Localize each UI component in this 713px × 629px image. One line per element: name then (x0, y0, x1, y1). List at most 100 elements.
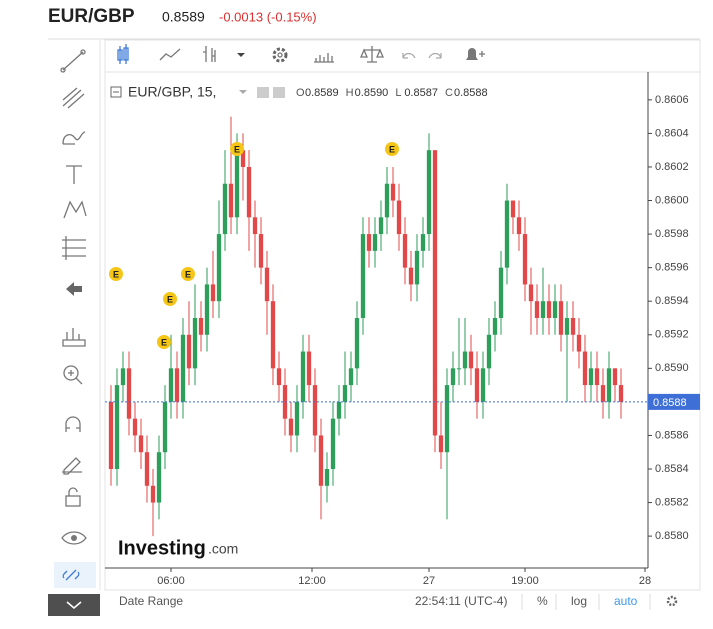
event-marker[interactable] (109, 267, 123, 281)
ohlc-value: 0.8587 (404, 87, 438, 99)
date-range[interactable]: Date Range (119, 594, 183, 608)
measure-tool[interactable] (62, 328, 86, 347)
arrow[interactable] (66, 282, 82, 296)
collapse-legend[interactable] (110, 86, 122, 98)
arrow-tool[interactable] (66, 282, 82, 296)
event-marker[interactable] (163, 292, 177, 306)
lock-tool[interactable] (65, 487, 81, 507)
zoom-tool[interactable] (63, 365, 83, 385)
candle-body (492, 317, 498, 335)
symbol: EUR/GBP (48, 6, 135, 27)
text-tool[interactable] (66, 165, 82, 184)
candle-body (300, 351, 306, 402)
candle-body (162, 401, 168, 453)
dropdown[interactable] (237, 53, 245, 57)
link-tool[interactable] (54, 562, 96, 588)
brush-tool[interactable] (62, 131, 86, 145)
bars-button[interactable] (203, 46, 245, 62)
x-tick-label: 27 (423, 575, 435, 587)
event-label: E (161, 337, 167, 347)
ohlc-label: O (296, 87, 305, 99)
x-tick-label: 28 (639, 575, 651, 587)
trend-line-tool[interactable] (60, 49, 86, 73)
settings-icon[interactable] (273, 87, 285, 98)
pattern-tool[interactable] (63, 200, 87, 219)
event-marker[interactable] (385, 142, 399, 156)
candle-body (414, 250, 420, 285)
y-tick-label: 0.8582 (655, 496, 689, 508)
candle-body (540, 301, 546, 318)
candle-body (222, 183, 228, 235)
x-tick-label: 06:00 (157, 575, 185, 587)
candle-body (606, 368, 612, 402)
log-toggle[interactable]: log (571, 594, 587, 608)
link-bg[interactable] (54, 562, 96, 588)
candle-body (528, 284, 534, 302)
fib-tool[interactable] (62, 236, 86, 260)
x-tick-label: 19:00 (511, 575, 539, 587)
last-price-box (648, 393, 700, 410)
candle-body (306, 351, 312, 386)
chevron[interactable] (66, 601, 82, 610)
settings-button[interactable] (272, 47, 288, 63)
candle-body (546, 301, 552, 318)
event-label: E (185, 269, 191, 279)
price: 0.8589 (162, 9, 205, 25)
ohlc-label: L (395, 87, 401, 99)
candle-body (558, 301, 564, 335)
ohlc-label: C (445, 87, 453, 99)
percent-toggle[interactable]: % (537, 594, 548, 608)
redo-button[interactable] (428, 52, 442, 59)
candle-body (114, 385, 120, 469)
candle-body (468, 351, 474, 369)
candle-body (204, 284, 210, 335)
magnet-tool[interactable] (65, 416, 81, 432)
auto-toggle[interactable]: auto (614, 594, 638, 608)
y-tick-label: 0.8594 (655, 295, 689, 307)
candle-body (396, 200, 402, 235)
legend-dropdown[interactable] (239, 90, 247, 94)
candle-body (264, 267, 270, 302)
candle-body (480, 368, 486, 402)
event-marker[interactable] (181, 267, 195, 281)
candle-body (378, 217, 384, 235)
compare-button[interactable] (360, 46, 384, 63)
scale-settings[interactable] (666, 595, 678, 607)
candle-body (336, 401, 342, 419)
alert-button[interactable] (466, 48, 485, 60)
candle-body (168, 368, 174, 402)
lock-draw-tool[interactable] (62, 457, 82, 475)
event-marker[interactable] (157, 335, 171, 349)
bell[interactable] (466, 48, 478, 60)
event-label: E (389, 144, 395, 154)
candle-body (318, 435, 324, 486)
candle-body (198, 317, 204, 335)
eye-icon[interactable] (257, 87, 269, 98)
top-toolbar (104, 39, 701, 73)
candle-body (420, 234, 426, 251)
indicators-button[interactable] (314, 53, 334, 63)
candle-body (576, 334, 582, 352)
pitchfork-tool[interactable] (62, 87, 85, 109)
line-button[interactable] (159, 48, 181, 61)
candle-body (360, 234, 366, 318)
y-tick-label: 0.8586 (655, 429, 689, 441)
candle-body (582, 351, 588, 386)
pupil[interactable] (71, 535, 77, 541)
candle-body (180, 334, 186, 402)
candle-body (570, 317, 576, 335)
candles-button[interactable] (117, 44, 129, 64)
candle-body (618, 385, 624, 402)
left-toolbar (48, 40, 101, 616)
watermark-brand: Investing (118, 537, 206, 559)
event-label: E (113, 269, 119, 279)
visibility-tool[interactable] (61, 531, 87, 545)
candle-body (594, 368, 600, 386)
undo-button[interactable] (402, 52, 416, 59)
change: -0.0013 (-0.15%) (219, 9, 317, 24)
collapse-button[interactable] (48, 594, 100, 616)
candle-body (450, 368, 456, 386)
legend-title: EUR/GBP, 15, (128, 84, 216, 100)
event-marker[interactable] (230, 142, 244, 156)
